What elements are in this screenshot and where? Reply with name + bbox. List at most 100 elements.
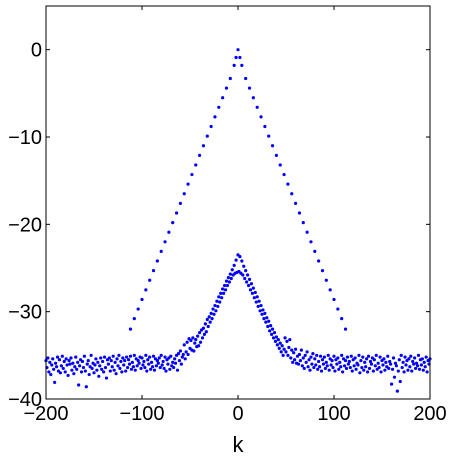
data-point-series-2 xyxy=(267,134,271,138)
x-axis-label: k xyxy=(233,432,245,457)
data-point-series-2 xyxy=(232,63,236,67)
data-point-series-1 xyxy=(75,367,79,371)
data-point-series-1 xyxy=(275,343,279,347)
data-point-series-1 xyxy=(279,350,283,354)
data-point-series-1 xyxy=(338,360,342,364)
data-point-series-2 xyxy=(128,327,133,331)
data-point-series-1 xyxy=(383,368,387,372)
data-point-series-1 xyxy=(376,361,380,365)
data-point-series-1 xyxy=(350,369,354,373)
data-point-series-1 xyxy=(221,287,225,291)
data-point-series-2 xyxy=(332,297,336,302)
data-point-series-1 xyxy=(209,311,213,316)
data-point-series-1 xyxy=(47,370,51,374)
data-point-series-1 xyxy=(146,358,150,362)
data-point-series-1 xyxy=(339,365,343,369)
data-point-series-1 xyxy=(68,362,72,366)
data-point-series-2 xyxy=(336,307,340,311)
data-point-series-1 xyxy=(173,357,177,361)
data-point-series-1 xyxy=(301,356,305,360)
data-point-series-2 xyxy=(190,172,194,177)
data-point-series-1 xyxy=(366,354,371,358)
data-point-series-1 xyxy=(308,368,312,372)
data-point-series-1 xyxy=(71,361,75,365)
data-point-series-1 xyxy=(404,363,408,367)
data-point-series-1 xyxy=(341,370,345,374)
data-point-series-1 xyxy=(119,359,123,364)
data-point-series-1 xyxy=(101,359,105,364)
data-point-series-1 xyxy=(184,350,188,354)
data-point-series-1 xyxy=(205,317,209,322)
data-point-series-1 xyxy=(379,370,383,374)
data-point-series-1 xyxy=(336,356,340,360)
y-tick-label: −30 xyxy=(8,302,42,324)
data-point-series-1 xyxy=(219,291,223,295)
data-point-series-1 xyxy=(200,336,205,340)
data-point-series-1 xyxy=(120,370,124,374)
data-point-series-1 xyxy=(406,368,410,372)
data-point-series-1 xyxy=(93,363,97,367)
data-point-series-1 xyxy=(152,368,157,372)
data-point-series-1 xyxy=(271,336,276,340)
data-points xyxy=(44,48,432,393)
data-point-series-2 xyxy=(221,96,225,100)
data-point-series-1 xyxy=(230,268,234,272)
data-point-series-1 xyxy=(270,327,275,331)
data-point-series-1 xyxy=(361,355,365,359)
data-point-series-1 xyxy=(52,367,56,371)
data-point-series-2 xyxy=(251,96,255,100)
data-point-series-1 xyxy=(407,357,411,361)
data-point-series-1 xyxy=(185,340,189,344)
data-point-series-1 xyxy=(100,367,104,371)
data-point-series-1 xyxy=(281,353,285,357)
data-point-series-1 xyxy=(139,366,143,371)
data-point-series-1 xyxy=(222,283,227,288)
data-point-series-2 xyxy=(340,317,344,321)
data-point-series-1 xyxy=(325,364,329,368)
data-point-series-1 xyxy=(61,366,65,371)
data-point-series-2 xyxy=(263,124,267,129)
data-point-series-2 xyxy=(270,144,275,148)
data-point-series-2 xyxy=(167,230,171,234)
data-point-series-1 xyxy=(381,363,385,367)
data-point-series-1 xyxy=(304,360,308,364)
data-point-series-1 xyxy=(311,351,315,356)
data-point-series-2 xyxy=(324,278,328,282)
data-point-series-1 xyxy=(390,367,395,371)
data-point-series-1 xyxy=(179,362,183,366)
data-point-series-2 xyxy=(209,124,213,129)
data-point-series-1 xyxy=(94,357,98,361)
data-point-series-1 xyxy=(175,368,180,372)
data-point-series-1 xyxy=(83,369,87,373)
data-point-series-1 xyxy=(156,361,160,365)
data-point-series-1 xyxy=(208,320,212,324)
data-point-series-1 xyxy=(74,355,78,359)
data-point-series-1 xyxy=(223,288,228,292)
data-point-series-1 xyxy=(132,353,136,357)
data-point-series-1 xyxy=(178,349,182,353)
data-point-series-2 xyxy=(144,288,148,292)
data-point-series-1 xyxy=(224,279,229,283)
data-point-series-2 xyxy=(148,278,152,282)
data-point-series-1 xyxy=(401,360,405,364)
data-point-series-1 xyxy=(46,356,50,360)
data-point-series-1 xyxy=(321,362,326,366)
data-point-series-1 xyxy=(222,291,226,295)
data-point-series-1 xyxy=(384,360,388,364)
data-point-series-2 xyxy=(178,201,182,205)
data-point-series-1 xyxy=(192,349,196,353)
data-point-series-1 xyxy=(106,362,110,366)
data-point-series-1 xyxy=(204,330,208,334)
data-point-series-1 xyxy=(269,324,273,328)
data-point-series-1 xyxy=(268,329,272,333)
data-point-series-1 xyxy=(286,353,290,357)
data-point-series-1 xyxy=(290,348,294,352)
data-point-series-1 xyxy=(109,358,113,363)
data-point-series-1 xyxy=(168,367,172,371)
data-point-series-1 xyxy=(343,358,348,363)
data-point-series-1 xyxy=(48,360,52,364)
data-point-series-1 xyxy=(264,320,268,324)
data-point-series-1 xyxy=(67,358,71,363)
